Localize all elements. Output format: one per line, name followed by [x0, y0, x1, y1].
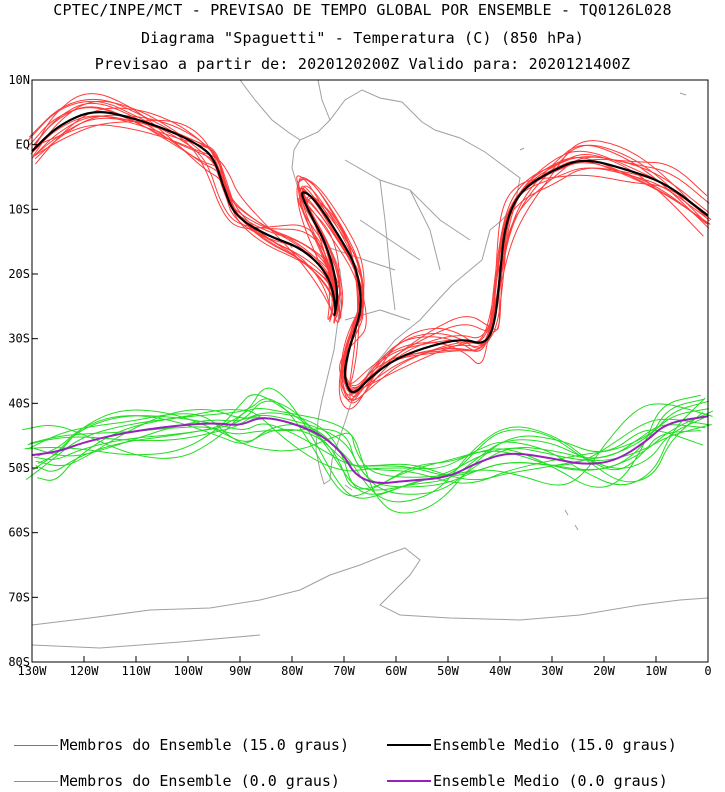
country-borders: [329, 159, 471, 321]
lon-tick-label: 30W: [541, 664, 563, 678]
lat-tick-label: 50S: [8, 461, 30, 475]
legend-label-members-15: Membros do Ensemble (15.0 graus): [60, 736, 349, 754]
lat-tick-label: 20S: [8, 267, 30, 281]
ensemble-member-line: [34, 93, 710, 410]
ensemble-member-line: [27, 403, 713, 486]
spaghetti-map: 10N EQ 10S 20S 30S 40S 50S 60S 70S 80S 130W 120W 11…: [8, 73, 714, 678]
chart-title: CPTEC/INPE/MCT - PREVISAO DE TEMPO GLOBA…: [53, 1, 672, 19]
ensemble-mean-15-line: [31, 111, 709, 394]
lon-tick-label: 50W: [437, 664, 459, 678]
legend-label-mean-15: Ensemble Medio (15.0 graus): [433, 736, 677, 754]
longitude-axis: 130W 120W 110W 100W 90W 80W 70W 60W 50W 40W 30W 20W…: [18, 656, 712, 678]
lat-tick-label: 30S: [8, 332, 30, 346]
lon-tick-label: 10W: [645, 664, 667, 678]
lon-tick-label: 70W: [333, 664, 355, 678]
ensemble-member-line: [37, 400, 710, 481]
lat-tick-label: 70S: [8, 590, 30, 604]
lon-tick-label: 0: [704, 664, 711, 678]
legend-members-15: Membros do Ensemble (15.0 graus): [14, 736, 349, 754]
ensemble-member-line: [35, 408, 714, 490]
island-features: [289, 92, 687, 531]
legend-mean-0: Ensemble Medio (0.0 graus): [387, 772, 668, 790]
lon-tick-label: 130W: [18, 664, 48, 678]
lat-tick-label: 40S: [8, 396, 30, 410]
legend-swatch-members-0: [14, 780, 58, 782]
ensemble-mean-0-line: [31, 415, 709, 484]
legend-swatch-mean-0: [387, 780, 431, 782]
chart-subtitle: Diagrama "Spaguetti" - Temperatura (C) (…: [140, 29, 585, 47]
lat-tick-label: 10S: [8, 202, 30, 216]
legend-members-0: Membros do Ensemble (0.0 graus): [14, 772, 340, 790]
ensemble-member-line: [27, 414, 706, 495]
legend-swatch-members-15: [14, 744, 58, 746]
legend-label-mean-0: Ensemble Medio (0.0 graus): [433, 772, 668, 790]
ensemble-member-line: [34, 107, 707, 401]
lat-tick-label: 80S: [8, 655, 30, 669]
ensemble-member-line: [22, 407, 704, 514]
legend-swatch-mean-15: [387, 744, 431, 746]
lon-tick-label: 80W: [281, 664, 303, 678]
legend-label-members-0: Membros do Ensemble (0.0 graus): [60, 772, 340, 790]
lon-tick-label: 100W: [174, 664, 204, 678]
forecast-validity: Previsao a partir de: 2020120200Z Valido…: [94, 55, 631, 73]
lat-tick-label: 10N: [8, 73, 30, 87]
lon-tick-label: 40W: [489, 664, 511, 678]
ensemble-member-line: [28, 107, 712, 391]
ensemble-member-line: [37, 397, 706, 497]
lon-tick-label: 90W: [229, 664, 251, 678]
central-america-coast: [239, 79, 331, 141]
lat-tick-label: EQ: [16, 138, 30, 152]
lon-tick-label: 120W: [70, 664, 100, 678]
lon-tick-label: 60W: [385, 664, 407, 678]
lat-tick-label: 60S: [8, 526, 30, 540]
ensemble-member-line: [33, 400, 706, 491]
antarctica-coast: [31, 547, 709, 649]
map-frame: [31, 79, 709, 663]
lon-tick-label: 20W: [593, 664, 615, 678]
lon-tick-label: 110W: [122, 664, 152, 678]
legend-mean-15: Ensemble Medio (15.0 graus): [387, 736, 677, 754]
latitude-axis: 10N EQ 10S 20S 30S 40S 50S 60S 70S 80S: [8, 73, 38, 669]
